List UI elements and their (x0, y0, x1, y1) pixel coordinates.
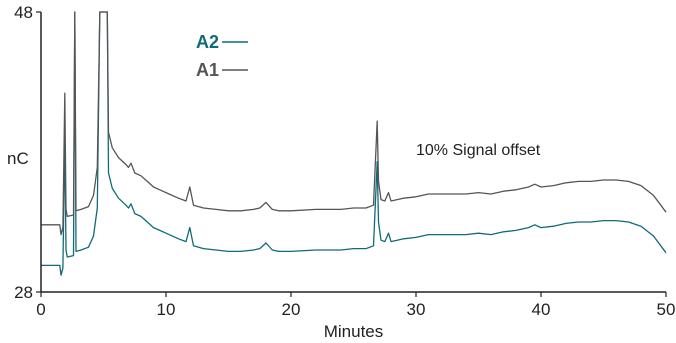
x-tick-label: 20 (282, 300, 301, 319)
legend-label-a2: A2 (196, 32, 219, 52)
x-tick-label: 30 (407, 300, 426, 319)
series-line-a1 (41, 11, 667, 236)
y-axis-title: nC (7, 149, 29, 168)
legend-label-a1: A1 (196, 60, 219, 80)
y-axis-ticks: 28 48 (14, 3, 41, 302)
x-axis-title: Minutes (324, 322, 384, 341)
y-tick-label: 48 (14, 3, 33, 22)
series-line-a2 (41, 11, 667, 276)
y-tick-label: 28 (14, 283, 33, 302)
x-tick-label: 40 (532, 300, 551, 319)
x-tick-label: 0 (36, 300, 45, 319)
signal-offset-annotation: 10% Signal offset (416, 142, 541, 159)
legend: A2 A1 (196, 32, 248, 80)
x-axis-ticks: 0 10 20 30 40 50 (36, 292, 675, 319)
x-tick-label: 50 (657, 300, 676, 319)
series-lines (41, 11, 667, 276)
x-tick-label: 10 (157, 300, 176, 319)
